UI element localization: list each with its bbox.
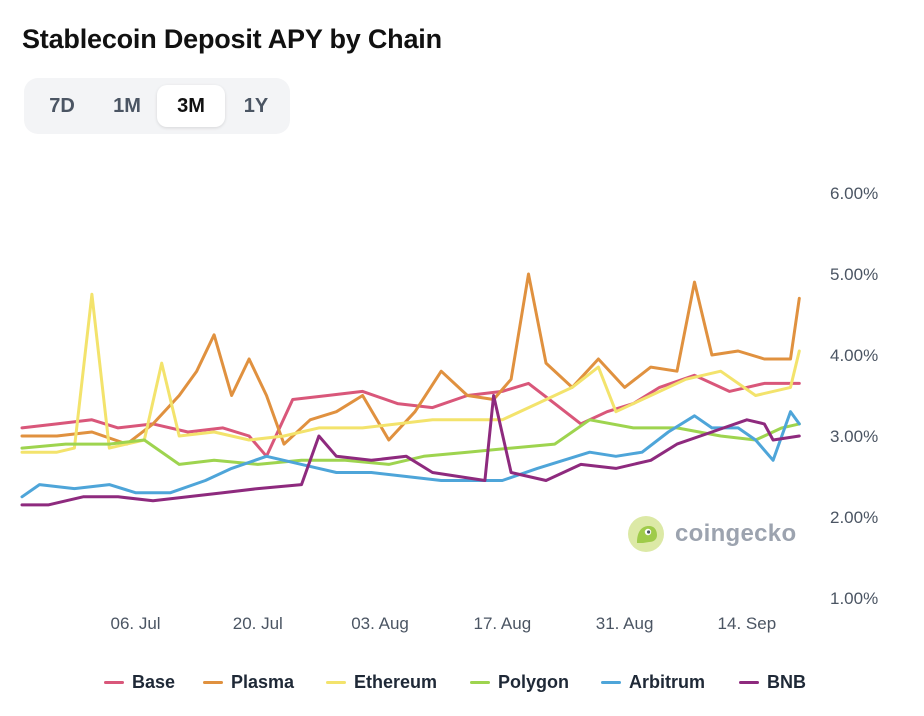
x-tick-label: 17. Aug	[473, 614, 531, 633]
legend-swatch	[326, 681, 346, 684]
legend-item-bnb[interactable]: BNB	[739, 672, 806, 693]
series-line-arbitrum[interactable]	[20, 410, 801, 499]
chart-legend: Base Plasma Ethereum Polygon Arbitrum BN…	[0, 672, 924, 702]
time-range-selector: 7D 1M 3M 1Y	[24, 78, 290, 134]
legend-item-arbitrum[interactable]: Arbitrum	[601, 672, 705, 693]
x-tick-label: 20. Jul	[233, 614, 283, 633]
legend-label: Polygon	[498, 672, 569, 692]
y-tick-label: 2.00%	[830, 508, 878, 527]
range-tab-1m[interactable]: 1M	[96, 85, 158, 127]
x-tick-label: 31. Aug	[596, 614, 654, 633]
range-tab-1y[interactable]: 1Y	[228, 85, 284, 127]
series-line-bnb[interactable]	[20, 394, 801, 507]
legend-item-ethereum[interactable]: Ethereum	[326, 672, 437, 693]
range-tab-7d[interactable]: 7D	[32, 85, 92, 127]
range-tab-3m[interactable]: 3M	[157, 85, 225, 127]
legend-item-plasma[interactable]: Plasma	[203, 672, 294, 693]
legend-swatch	[601, 681, 621, 684]
y-tick-label: 6.00%	[830, 184, 878, 203]
legend-label: Base	[132, 672, 176, 692]
series-line-plasma[interactable]	[20, 272, 801, 446]
legend-item-polygon[interactable]: Polygon	[470, 672, 569, 693]
y-axis-ticks: 1.00% 2.00% 3.00% 4.00% 5.00% 6.00%	[830, 184, 878, 608]
x-tick-label: 03. Aug	[351, 614, 409, 633]
y-tick-label: 4.00%	[830, 346, 878, 365]
legend-label: BNB	[767, 672, 806, 692]
x-tick-label: 14. Sep	[718, 614, 777, 633]
legend-label: Plasma	[231, 672, 295, 692]
legend-label: Arbitrum	[629, 672, 705, 692]
coingecko-watermark: coingecko	[627, 515, 796, 553]
legend-swatch	[104, 681, 124, 684]
y-tick-label: 1.00%	[830, 589, 878, 608]
y-tick-label: 5.00%	[830, 265, 878, 284]
series-line-base[interactable]	[20, 373, 801, 458]
gecko-logo-icon	[628, 516, 664, 552]
legend-item-base[interactable]: Base	[104, 672, 175, 693]
series-line-ethereum[interactable]	[20, 292, 801, 454]
y-tick-label: 3.00%	[830, 427, 878, 446]
x-tick-label: 06. Jul	[110, 614, 160, 633]
series-lines	[20, 272, 801, 507]
watermark-text: coingecko	[675, 520, 797, 547]
legend-swatch	[470, 681, 490, 684]
x-axis-ticks: 06. Jul 20. Jul 03. Aug 17. Aug 31. Aug 14. S…	[110, 614, 776, 633]
legend-label: Ethereum	[354, 672, 438, 692]
legend-swatch	[203, 681, 223, 684]
legend-swatch	[739, 681, 759, 684]
chart-title: Stablecoin Deposit APY by Chain	[22, 24, 442, 54]
